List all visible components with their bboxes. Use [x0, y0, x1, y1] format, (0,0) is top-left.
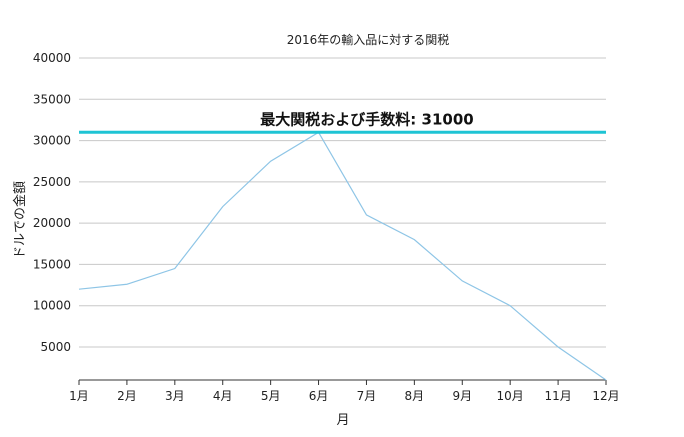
- y-tick-label: 25000: [33, 175, 71, 189]
- series-line: [78, 131, 607, 381]
- x-tick-label: 4月: [213, 389, 233, 403]
- y-axis-label: ドルでの金額: [12, 181, 28, 259]
- y-tick-label: 10000: [33, 299, 71, 313]
- series-layer: [78, 131, 607, 381]
- x-tick-label: 10月: [497, 389, 524, 403]
- x-tick-label: 3月: [165, 389, 185, 403]
- x-tick-label: 9月: [452, 389, 472, 403]
- y-tick-label: 15000: [33, 257, 71, 271]
- x-axis: 1月 2月 3月 4月 5月 6月 7月 8月 9月 10月 11月 12月: [69, 379, 620, 403]
- y-tick-label: 5000: [40, 340, 71, 354]
- x-tick-label: 2月: [117, 389, 137, 403]
- x-tick-label: 7月: [357, 389, 377, 403]
- x-tick-label: 5月: [261, 389, 281, 403]
- x-tick-label: 8月: [405, 389, 425, 403]
- x-tick-label: 6月: [309, 389, 329, 403]
- grid-lines: [79, 57, 606, 348]
- y-axis-ticks: 5000 10000 15000 20000 25000 30000 35000 40000: [33, 51, 71, 354]
- x-tick-label: 1月: [69, 389, 89, 403]
- x-tick-label: 12月: [592, 389, 619, 403]
- y-tick-label: 35000: [33, 92, 71, 106]
- chart-title: 2016年の輸入品に対する関税: [287, 32, 450, 47]
- x-axis-label: 月: [336, 413, 349, 428]
- x-tick-label: 11月: [544, 389, 571, 403]
- y-tick-label: 20000: [33, 216, 71, 230]
- reference-line-label: 最大関税および手数料: 31000: [260, 110, 473, 128]
- reference-line-group: 最大関税および手数料: 31000: [79, 110, 606, 134]
- y-tick-label: 40000: [33, 51, 71, 65]
- y-tick-label: 30000: [33, 134, 71, 148]
